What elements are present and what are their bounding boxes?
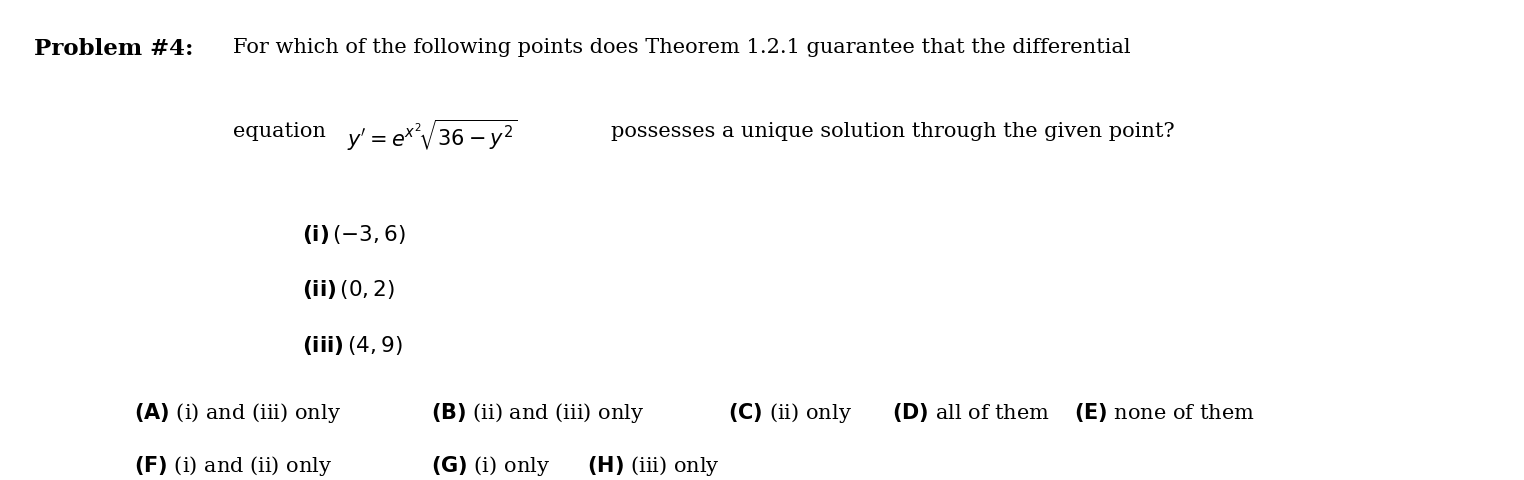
Text: $\mathbf{(F)}$ (i) and (ii) only: $\mathbf{(F)}$ (i) and (ii) only	[134, 454, 332, 478]
Text: $\mathbf{(E)}$ none of them: $\mathbf{(E)}$ none of them	[1074, 401, 1256, 424]
Text: $\mathbf{(G)}$ (i) only: $\mathbf{(G)}$ (i) only	[431, 454, 550, 478]
Text: For which of the following points does Theorem 1.2.1 guarantee that the differen: For which of the following points does T…	[233, 38, 1131, 58]
Text: equation: equation	[233, 122, 340, 142]
Text: $\mathbf{(B)}$ (ii) and (iii) only: $\mathbf{(B)}$ (ii) and (iii) only	[431, 401, 645, 425]
Text: $\mathbf{(i)}$$\,(-3,6)$: $\mathbf{(i)}$$\,(-3,6)$	[302, 223, 405, 246]
Text: $\mathbf{(D)}$ all of them: $\mathbf{(D)}$ all of them	[892, 401, 1050, 424]
Text: $\mathbf{(ii)}$$\,(0,2)$: $\mathbf{(ii)}$$\,(0,2)$	[302, 278, 395, 301]
Text: $\mathbf{(C)}$ (ii) only: $\mathbf{(C)}$ (ii) only	[728, 401, 852, 425]
Text: possesses a unique solution through the given point?: possesses a unique solution through the …	[611, 122, 1175, 142]
Text: $\mathbf{(H)}$ (iii) only: $\mathbf{(H)}$ (iii) only	[587, 454, 719, 478]
Text: $\mathbf{(A)}$ (i) and (iii) only: $\mathbf{(A)}$ (i) and (iii) only	[134, 401, 341, 425]
Text: $y' = e^{x^2}\!\sqrt{36 - y^2}$: $y' = e^{x^2}\!\sqrt{36 - y^2}$	[347, 118, 518, 153]
Text: $\mathbf{(iii)}$$\,(4,9)$: $\mathbf{(iii)}$$\,(4,9)$	[302, 334, 402, 357]
Text: Problem #4:: Problem #4:	[34, 38, 194, 60]
